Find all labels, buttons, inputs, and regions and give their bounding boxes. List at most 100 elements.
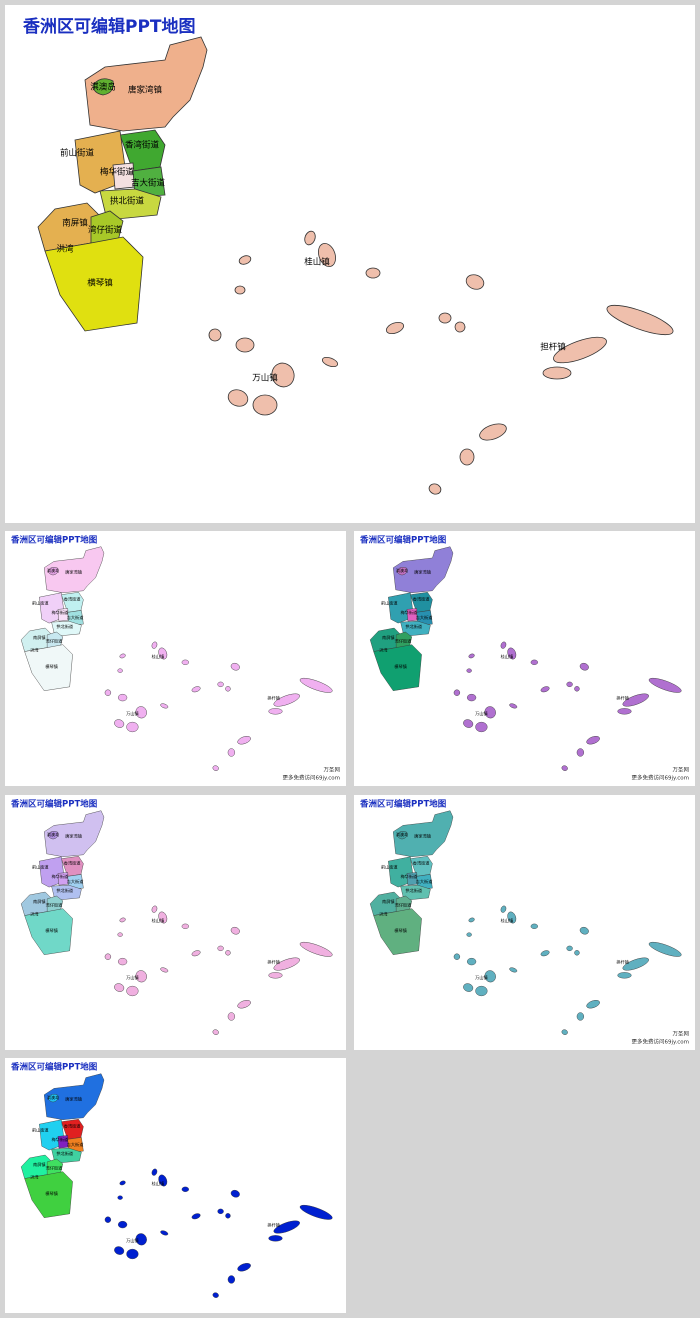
region-label: 拱北街道 [405,623,422,629]
region-label: 万山镇 [126,974,138,980]
region [132,166,166,198]
island [509,703,518,709]
island [299,1204,333,1220]
region-label: 香湾街道 [64,596,81,602]
map-panel: 香洲区可编辑PPT地图唐家湾镇淇澳岛香湾街道前山街道梅华街道吉大街道拱北街道南屏… [5,531,346,786]
map-title: 香洲区可编辑PPT地图 [359,799,446,810]
region-label: 拱北街道 [56,623,73,629]
region [46,895,64,913]
island [553,336,607,364]
island [500,641,507,649]
island [574,686,580,692]
island [158,1174,168,1187]
island [237,1263,251,1272]
map-panel: 香洲区可编辑PPT地图唐家湾镇淇澳岛香湾街道前山街道梅华街道吉大街道拱北街道南屏… [5,1058,346,1313]
region-label: 南屏镇 [33,898,45,904]
island [230,662,240,671]
island [475,985,488,997]
footer-text: 更多免费访问69jy.com [283,774,341,782]
island [126,985,139,997]
island [252,394,278,416]
island [468,917,475,923]
island [576,748,585,757]
island [438,312,452,324]
island [542,366,572,380]
island [114,983,125,992]
region-label: 梅华街道 [52,873,69,879]
region-label: 淇澳岛 [396,567,408,573]
region-label: 拱北街道 [56,887,73,893]
island [428,483,442,495]
island [484,706,496,719]
region-label: 淇澳岛 [47,831,59,837]
region-label: 前山街道 [32,600,49,606]
island [268,1235,283,1242]
island [299,677,333,693]
island [117,668,123,673]
island [117,957,128,966]
island [586,1000,600,1009]
island [273,957,300,971]
island [191,950,201,957]
region-label: 唐家湾镇 [65,569,82,575]
island [574,950,580,956]
island [158,911,168,924]
region-label: 横琴镇 [45,663,57,669]
region-label: 南屏镇 [382,634,394,640]
region-label: 梅华街道 [401,873,418,879]
island [617,972,632,979]
region-label: 洪湾 [30,647,38,653]
island [238,255,252,265]
island [622,957,649,971]
island [586,736,600,745]
region [24,908,73,955]
island [463,719,474,728]
region-label: 桂山镇 [152,917,164,923]
island [459,448,475,466]
region-label: 担杆镇 [267,1222,279,1228]
island [217,681,224,688]
region-label: 梅华街道 [401,609,418,615]
region-label: 前山街道 [381,864,398,870]
island [230,1189,240,1198]
island [227,1012,236,1021]
island [466,957,477,966]
region-label: 洪湾 [379,647,387,653]
region-label: 拱北街道 [110,196,145,207]
island [466,668,472,673]
region-label: 淇澳岛 [47,1094,59,1100]
region-label: 淇澳岛 [47,567,59,573]
island [119,917,126,923]
island [566,681,573,688]
region-label: 洪湾 [379,911,387,917]
island [160,967,169,973]
island [465,274,485,290]
region [373,908,422,955]
region-label: 横琴镇 [87,278,113,289]
island [181,659,189,665]
region-label: 南屏镇 [382,898,394,904]
island [181,1186,189,1192]
region [47,566,59,576]
region [92,78,114,96]
region-label: 吉大街道 [67,614,84,620]
region-label: 梅华街道 [52,1136,69,1142]
island [479,423,507,441]
region-label: 唐家湾镇 [65,833,82,839]
island [235,337,255,353]
island [454,321,466,333]
island [230,926,240,935]
island [530,923,538,929]
island [507,647,517,660]
island [117,1195,123,1200]
island [181,923,189,929]
island [304,230,316,246]
island [453,953,461,960]
island [151,905,158,913]
region [90,210,124,246]
island [191,686,201,693]
region-label: 担杆镇 [540,342,566,353]
